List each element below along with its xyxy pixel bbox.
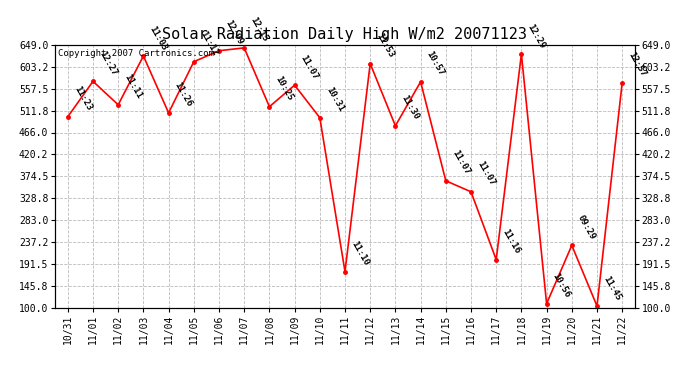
Text: Copyright 2007 Cartronics.com: Copyright 2007 Cartronics.com — [58, 49, 214, 58]
Text: 11:30: 11:30 — [400, 94, 421, 122]
Text: 11:03: 11:03 — [148, 24, 169, 52]
Text: 12:29: 12:29 — [526, 22, 546, 50]
Text: 09:29: 09:29 — [576, 213, 598, 241]
Text: 10:25: 10:25 — [273, 75, 295, 102]
Text: 11:45: 11:45 — [601, 274, 622, 302]
Text: 12:15: 12:15 — [248, 16, 270, 44]
Text: 10:56: 10:56 — [551, 272, 572, 300]
Text: 11:53: 11:53 — [375, 32, 395, 60]
Title: Solar Radiation Daily High W/m2 20071123: Solar Radiation Daily High W/m2 20071123 — [163, 27, 527, 42]
Text: 11:07: 11:07 — [450, 149, 471, 177]
Text: 12:27: 12:27 — [97, 50, 119, 77]
Text: 12:57: 12:57 — [627, 51, 648, 79]
Text: 11:23: 11:23 — [72, 85, 93, 112]
Text: 11:07: 11:07 — [475, 160, 496, 188]
Text: 11:07: 11:07 — [299, 53, 320, 81]
Text: 11:16: 11:16 — [500, 228, 522, 255]
Text: 11:26: 11:26 — [172, 81, 194, 109]
Text: 11:10: 11:10 — [349, 240, 371, 267]
Text: 11:12: 11:12 — [198, 30, 219, 58]
Text: 10:57: 10:57 — [425, 50, 446, 78]
Text: 11:11: 11:11 — [122, 73, 144, 100]
Text: 10:31: 10:31 — [324, 86, 345, 114]
Text: 12:09: 12:09 — [223, 19, 244, 46]
